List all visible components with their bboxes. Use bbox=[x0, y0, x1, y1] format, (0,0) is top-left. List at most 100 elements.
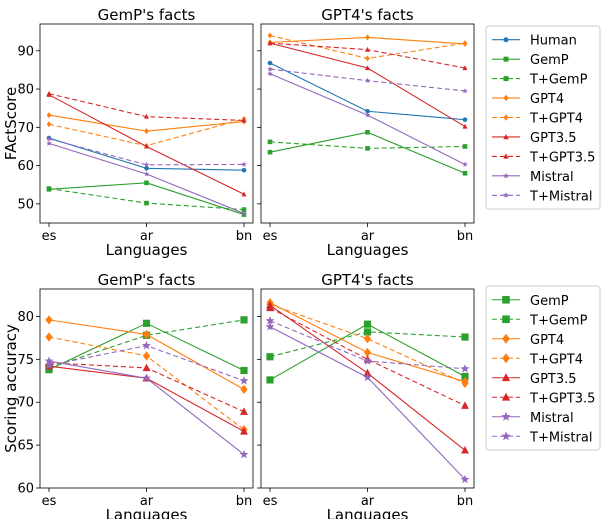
data-point bbox=[46, 121, 52, 128]
data-point bbox=[460, 474, 470, 484]
data-point bbox=[461, 333, 469, 341]
data-point bbox=[364, 112, 371, 118]
data-point bbox=[265, 316, 275, 325]
x-tick-label: ar bbox=[140, 494, 154, 509]
series-tplus-gpt3-5 bbox=[46, 90, 247, 123]
legend-swatch-marker bbox=[502, 333, 510, 344]
series-tplus-mistral bbox=[265, 316, 470, 373]
data-point bbox=[462, 40, 468, 47]
data-point bbox=[144, 128, 149, 135]
data-point bbox=[365, 34, 370, 41]
data-point bbox=[44, 360, 54, 370]
legend-swatch-marker bbox=[503, 153, 509, 159]
series-tplus-gemp bbox=[46, 186, 247, 212]
data-point bbox=[142, 373, 151, 382]
data-point bbox=[267, 32, 273, 39]
legend-entry-tplus-gpt4: T+GPT4 bbox=[492, 112, 583, 127]
legend-label: GPT3.5 bbox=[530, 131, 577, 146]
series-tplus-mistral bbox=[46, 135, 247, 168]
data-point bbox=[363, 372, 372, 382]
series-tplus-gemp bbox=[266, 328, 469, 361]
data-point bbox=[266, 376, 274, 384]
data-point bbox=[240, 384, 248, 395]
legend-label: T+Mistral bbox=[529, 189, 592, 204]
data-point bbox=[241, 191, 247, 197]
data-point bbox=[144, 180, 149, 186]
data-point bbox=[364, 46, 371, 52]
x-tick-label: ar bbox=[140, 229, 154, 244]
legend-label: T+GemP bbox=[529, 313, 588, 328]
legend-label: T+GemP bbox=[529, 73, 588, 88]
data-point bbox=[241, 210, 247, 216]
series-tplus-gemp bbox=[267, 139, 468, 151]
x-tick-label: ar bbox=[361, 494, 375, 509]
legend-entry-tplus-mistral: T+Mistral bbox=[492, 189, 592, 204]
series-gemp bbox=[266, 320, 469, 384]
legend-label: T+GPT3.5 bbox=[529, 150, 595, 165]
data-point bbox=[267, 149, 273, 155]
series-mistral bbox=[267, 70, 468, 167]
y-tick-label: 60 bbox=[17, 159, 34, 174]
gemp-facts-accuracy-panel: GemP's facts es ar bn Languages 60 65 70 75 80Sco… bbox=[2, 271, 254, 519]
data-point bbox=[365, 130, 370, 135]
data-point bbox=[460, 364, 470, 373]
legend-entry-mistral: Mistral bbox=[492, 170, 574, 185]
x-axis-label: Languages bbox=[327, 241, 409, 259]
legend-label: GemP bbox=[530, 53, 569, 68]
y-tick-label: 70 bbox=[17, 121, 34, 136]
y-tick-label: 75 bbox=[17, 353, 34, 368]
data-point bbox=[46, 112, 52, 119]
legend-label: GemP bbox=[530, 294, 569, 309]
series-line bbox=[48, 182, 245, 216]
data-point bbox=[142, 363, 151, 372]
data-point bbox=[462, 87, 468, 94]
y-tick-label: 65 bbox=[17, 439, 34, 454]
data-point bbox=[239, 376, 249, 385]
data-point bbox=[365, 55, 370, 62]
x-tick-label: es bbox=[42, 494, 57, 509]
data-point bbox=[363, 334, 372, 344]
axes-frame bbox=[260, 23, 475, 224]
series-tplus-gpt3-5 bbox=[267, 40, 468, 71]
data-point bbox=[267, 60, 273, 66]
legend-label: Human bbox=[530, 34, 577, 49]
legend-swatch-marker bbox=[503, 76, 509, 82]
data-point bbox=[240, 427, 248, 435]
legend-1: Human GemP T+GemP GPT4 T+GPT4 GPT3.5 T+GPT3.5 M… bbox=[485, 25, 601, 210]
series-gemp bbox=[46, 180, 247, 217]
series-tplus-mistral bbox=[267, 66, 468, 94]
data-point bbox=[46, 186, 52, 191]
legend-entry-tplus-mistral: T+Mistral bbox=[492, 430, 592, 445]
data-point bbox=[267, 40, 273, 46]
data-point bbox=[364, 77, 371, 84]
legend-entry-mistral: Mistral bbox=[492, 411, 574, 426]
data-point bbox=[144, 200, 149, 206]
data-point bbox=[142, 351, 151, 361]
data-point bbox=[241, 161, 247, 167]
series-tplus-gpt4 bbox=[267, 32, 468, 62]
data-point bbox=[267, 70, 273, 77]
series-tplus-mistral bbox=[44, 340, 249, 385]
legend-entry-tplus-gemp: T+GemP bbox=[492, 313, 588, 328]
panel-title: GemP's facts bbox=[98, 271, 196, 289]
legend-label: GPT4 bbox=[530, 92, 564, 107]
panel-title: GPT4's facts bbox=[321, 271, 414, 289]
legend-entry-gemp: GemP bbox=[492, 53, 569, 68]
legend-entry-human: Human bbox=[492, 34, 577, 49]
x-axis-label: Languages bbox=[327, 506, 409, 519]
legend-swatch-marker bbox=[502, 295, 510, 304]
legend-label: T+GPT4 bbox=[529, 352, 583, 367]
gemp-facts-fact-panel: GemP's facts es ar bn Languages 50 60 70 80 90 FAc… bbox=[2, 6, 254, 259]
data-point bbox=[267, 139, 273, 145]
axes-frame bbox=[39, 288, 254, 489]
data-point bbox=[143, 113, 150, 119]
data-point bbox=[143, 171, 150, 177]
y-axis-label: Scoring accuracy bbox=[2, 324, 20, 453]
legend-swatch-marker bbox=[503, 56, 509, 62]
legend-entry-gpt4: GPT4 bbox=[492, 333, 564, 348]
legend-frame bbox=[485, 25, 601, 210]
data-point bbox=[461, 445, 469, 454]
gpt4-facts-accuracy-panel: GPT4's facts es ar bn Languages bbox=[257, 271, 475, 519]
legend-swatch-marker bbox=[501, 373, 511, 382]
